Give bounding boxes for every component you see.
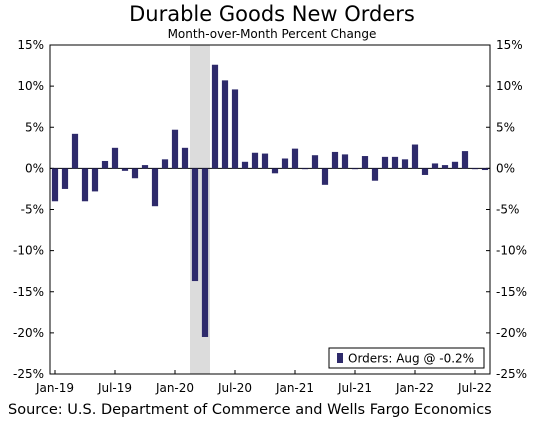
- bar: [391, 156, 399, 169]
- bar: [61, 168, 69, 189]
- bar: [381, 156, 389, 169]
- bar: [191, 168, 199, 282]
- y-tick-label-right: 15%: [496, 38, 523, 52]
- bar: [141, 165, 149, 169]
- bar: [231, 89, 239, 169]
- y-tick-label-right: 5%: [496, 120, 515, 134]
- y-tick-label-right: -5%: [496, 203, 519, 217]
- bar: [481, 168, 489, 171]
- bar: [461, 151, 469, 169]
- y-tick-label-left: 5%: [25, 120, 44, 134]
- x-tick-label: Jul-21: [337, 381, 372, 395]
- y-tick-label-right: -15%: [496, 285, 527, 299]
- bar: [371, 168, 379, 181]
- bar: [291, 148, 299, 169]
- bar: [91, 168, 99, 192]
- bar: [121, 168, 129, 171]
- y-tick-label-left: -5%: [21, 203, 44, 217]
- legend-swatch: [337, 353, 343, 363]
- bar: [241, 161, 249, 169]
- bar: [321, 168, 329, 185]
- bar: [71, 133, 79, 169]
- bar: [221, 80, 229, 169]
- bar: [421, 168, 429, 175]
- bar: [131, 168, 139, 179]
- y-tick-label-right: 10%: [496, 79, 523, 93]
- bar: [201, 168, 209, 337]
- bar: [281, 158, 289, 169]
- bar: [411, 144, 419, 169]
- bar: [111, 147, 119, 169]
- y-tick-label-right: 0%: [496, 161, 515, 175]
- plot-frame: [49, 44, 491, 375]
- bar: [301, 168, 309, 170]
- bar: [271, 168, 279, 174]
- x-tick-label: Jan-20: [155, 381, 194, 395]
- bar: [361, 156, 369, 169]
- bar: [81, 168, 89, 202]
- bar: [181, 147, 189, 169]
- chart-subtitle: Month-over-Month Percent Change: [167, 27, 377, 41]
- legend-box: [328, 347, 485, 369]
- x-tick-label: Jul-20: [217, 381, 252, 395]
- x-tick-label: Jan-22: [395, 381, 434, 395]
- y-tick-label-left: -15%: [13, 285, 44, 299]
- x-tick-label: Jan-19: [35, 381, 74, 395]
- bar: [251, 152, 259, 169]
- bar: [51, 168, 59, 202]
- y-tick-label-left: 0%: [25, 161, 44, 175]
- bar: [161, 159, 169, 169]
- x-tick-label: Jan-21: [275, 381, 314, 395]
- bar: [151, 168, 159, 207]
- bar: [471, 168, 479, 170]
- bar: [101, 160, 109, 169]
- bar: [211, 64, 219, 169]
- x-tick-label: Jul-22: [457, 381, 492, 395]
- y-tick-label-right: -25%: [496, 367, 527, 381]
- bar: [341, 154, 349, 169]
- chart-title: Durable Goods New Orders: [129, 2, 415, 26]
- y-tick-label-right: -20%: [496, 326, 527, 340]
- y-tick-label-left: -10%: [13, 244, 44, 258]
- y-tick-label-left: 15%: [17, 38, 44, 52]
- bar: [261, 153, 269, 169]
- bar: [331, 151, 339, 169]
- bar: [441, 165, 449, 169]
- bar: [311, 155, 319, 169]
- y-tick-label-left: -25%: [13, 367, 44, 381]
- y-tick-label-right: -10%: [496, 244, 527, 258]
- legend-label: Orders: Aug @ -0.2%: [348, 352, 474, 366]
- x-tick-label: Jul-19: [97, 381, 132, 395]
- y-tick-label-left: -20%: [13, 326, 44, 340]
- bar: [171, 129, 179, 169]
- source-note: Source: U.S. Department of Commerce and …: [8, 402, 492, 418]
- bar: [401, 159, 409, 169]
- y-tick-label-left: 10%: [17, 79, 44, 93]
- bar: [431, 163, 439, 169]
- bar: [451, 161, 459, 169]
- bar: [351, 168, 359, 170]
